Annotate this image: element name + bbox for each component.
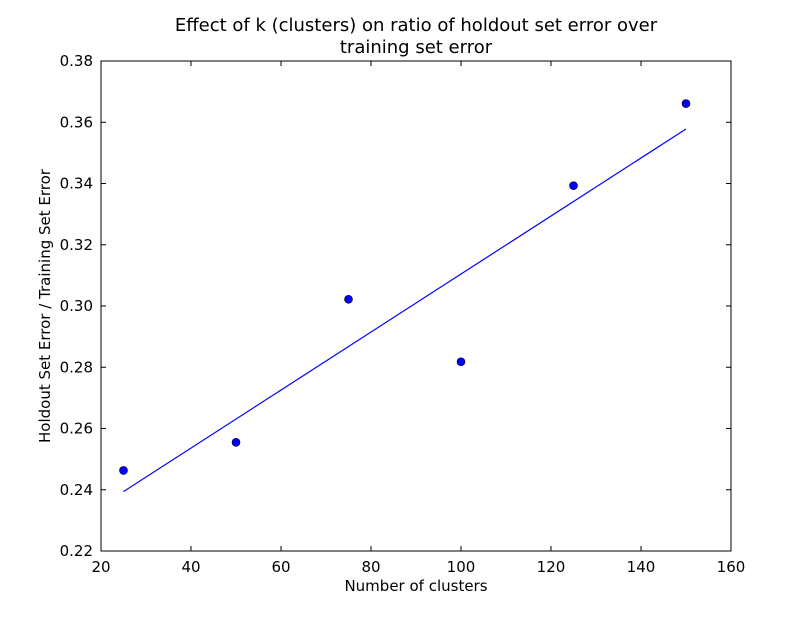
x-tick-label-2: 60 — [271, 558, 290, 576]
plot-area — [119, 99, 691, 493]
y-tick-label-0: 0.22 — [60, 542, 93, 560]
data-point-0 — [119, 466, 128, 475]
y-axis-label: Holdout Set Error / Training Set Error — [36, 168, 54, 443]
x-tick-label-7: 160 — [717, 558, 746, 576]
x-tick-label-4: 100 — [447, 558, 476, 576]
y-tick-label-7: 0.36 — [60, 113, 93, 131]
y-tick-label-8: 0.38 — [60, 52, 93, 70]
data-point-2 — [344, 294, 353, 304]
axis-ticks: 20 40 60 80 100 120 140 160 0.22 0.24 0.26 0.28 0.30… — [60, 52, 746, 576]
x-tick-label-3: 80 — [361, 558, 380, 576]
fit-line — [123, 128, 687, 493]
data-point-1 — [231, 437, 241, 447]
y-tick-label-3: 0.28 — [60, 358, 93, 376]
x-tick-label-5: 120 — [537, 558, 566, 576]
chart-title-line-1: Effect of k (clusters) on ratio of holdo… — [175, 15, 658, 36]
data-point-5 — [681, 99, 691, 108]
x-axis-label: Number of clusters — [344, 577, 487, 595]
x-tick-label-6: 140 — [627, 558, 656, 576]
x-tick-label-1: 40 — [181, 558, 200, 576]
y-tick-label-2: 0.26 — [60, 420, 93, 438]
y-tick-label-5: 0.32 — [60, 236, 93, 254]
x-tick-label-0: 20 — [91, 558, 110, 576]
y-tick-label-6: 0.34 — [60, 175, 93, 193]
plot-frame — [100, 60, 732, 552]
data-point-3 — [456, 357, 466, 367]
y-tick-label-4: 0.30 — [60, 297, 93, 315]
data-point-4 — [569, 181, 578, 190]
y-tick-label-1: 0.24 — [60, 481, 93, 499]
chart-title-line-2: training set error — [340, 37, 493, 58]
